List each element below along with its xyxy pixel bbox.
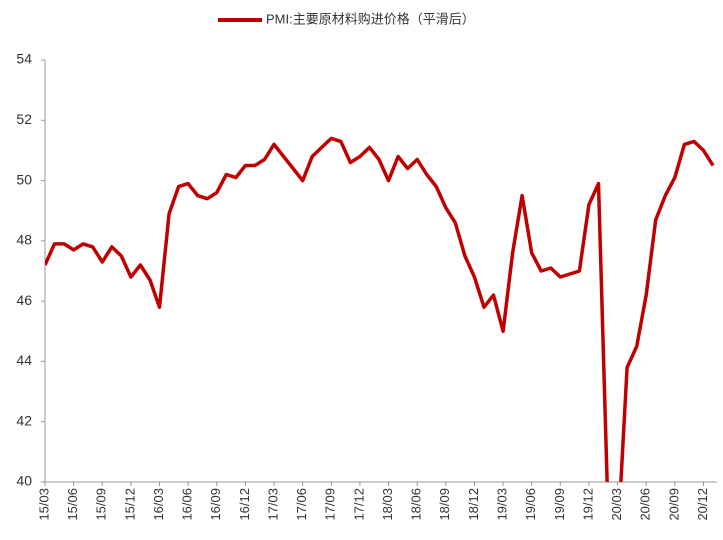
y-tick-label: 54 [16, 51, 32, 67]
x-tick-label: 15/03 [36, 488, 51, 521]
x-tick-label: 18/09 [437, 488, 452, 521]
y-tick-label: 40 [16, 473, 32, 489]
y-tick-label: 50 [16, 171, 32, 187]
legend-label: PMI:主要原材料购进价格（平滑后） [266, 11, 475, 26]
series-line [45, 136, 715, 482]
x-tick-label: 19/09 [552, 488, 567, 521]
x-tick-label: 15/12 [122, 488, 137, 521]
x-tick-label: 15/09 [94, 488, 109, 521]
x-tick-label: 17/09 [323, 488, 338, 521]
y-tick-label: 46 [16, 292, 32, 308]
x-tick-label: 15/06 [65, 488, 80, 521]
x-tick-label: 20/03 [609, 488, 624, 521]
x-tick-label: 19/03 [494, 488, 509, 521]
x-tick-label: 20/12 [695, 488, 710, 521]
x-tick-label: 17/12 [351, 488, 366, 521]
x-tick-label: 19/12 [580, 488, 595, 521]
x-tick-label: 16/12 [237, 488, 252, 521]
x-tick-label: 18/03 [380, 488, 395, 521]
x-tick-label: 17/06 [294, 488, 309, 521]
x-tick-label: 16/09 [208, 488, 223, 521]
x-tick-label: 17/03 [265, 488, 280, 521]
y-tick-label: 52 [16, 111, 32, 127]
y-tick-label: 48 [16, 232, 32, 248]
x-tick-label: 19/06 [523, 488, 538, 521]
x-tick-label: 18/12 [466, 488, 481, 521]
x-tick-label: 16/06 [180, 488, 195, 521]
x-tick-label: 20/09 [666, 488, 681, 521]
y-tick-label: 42 [16, 412, 32, 428]
x-tick-label: 20/06 [638, 488, 653, 521]
x-tick-label: 18/06 [409, 488, 424, 521]
y-tick-label: 44 [16, 352, 32, 368]
x-tick-label: 16/03 [151, 488, 166, 521]
